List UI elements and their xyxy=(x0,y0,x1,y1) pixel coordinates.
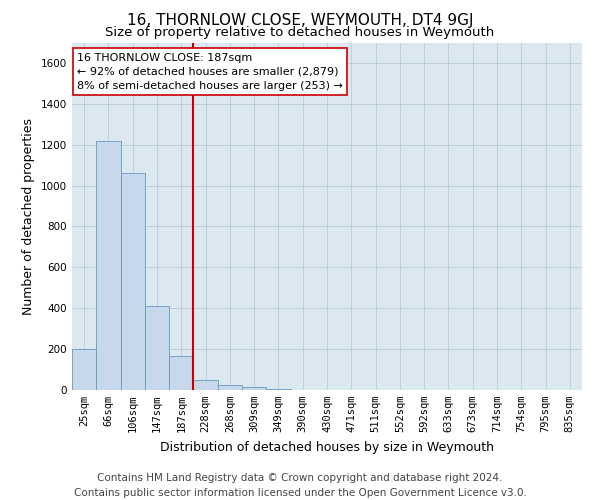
Y-axis label: Number of detached properties: Number of detached properties xyxy=(22,118,35,315)
Bar xyxy=(242,387,266,390)
Bar xyxy=(121,174,145,390)
Text: Contains HM Land Registry data © Crown copyright and database right 2024.
Contai: Contains HM Land Registry data © Crown c… xyxy=(74,472,526,498)
Text: 16, THORNLOW CLOSE, WEYMOUTH, DT4 9GJ: 16, THORNLOW CLOSE, WEYMOUTH, DT4 9GJ xyxy=(127,12,473,28)
Bar xyxy=(72,349,96,390)
Text: 16 THORNLOW CLOSE: 187sqm
← 92% of detached houses are smaller (2,879)
8% of sem: 16 THORNLOW CLOSE: 187sqm ← 92% of detac… xyxy=(77,53,343,91)
X-axis label: Distribution of detached houses by size in Weymouth: Distribution of detached houses by size … xyxy=(160,440,494,454)
Bar xyxy=(96,140,121,390)
Bar xyxy=(218,385,242,390)
Bar xyxy=(193,380,218,390)
Bar xyxy=(145,306,169,390)
Bar xyxy=(169,356,193,390)
Text: Size of property relative to detached houses in Weymouth: Size of property relative to detached ho… xyxy=(106,26,494,39)
Bar xyxy=(266,389,290,390)
